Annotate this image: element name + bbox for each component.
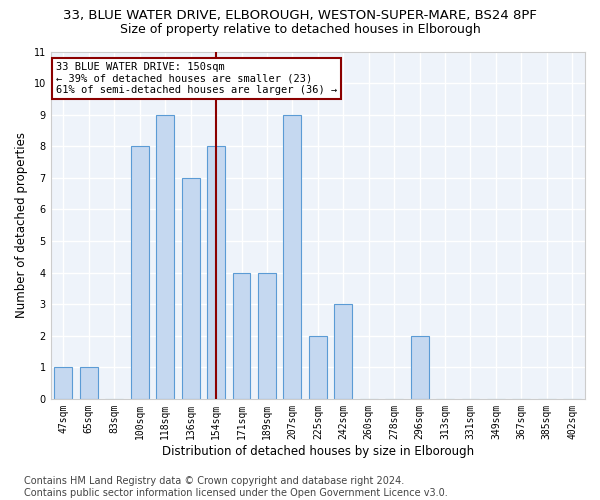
Bar (309, 336, 327, 399)
Bar (411, 336, 428, 399)
Bar (283, 114, 301, 399)
Bar (156, 114, 174, 399)
Bar (55, 368, 72, 399)
Bar (334, 304, 352, 399)
Bar (131, 146, 149, 399)
Bar (182, 178, 200, 399)
Text: Contains HM Land Registry data © Crown copyright and database right 2024.
Contai: Contains HM Land Registry data © Crown c… (24, 476, 448, 498)
Bar (258, 272, 276, 399)
Text: 33 BLUE WATER DRIVE: 150sqm
← 39% of detached houses are smaller (23)
61% of sem: 33 BLUE WATER DRIVE: 150sqm ← 39% of det… (56, 62, 337, 95)
Text: Size of property relative to detached houses in Elborough: Size of property relative to detached ho… (119, 22, 481, 36)
Bar (207, 146, 225, 399)
Y-axis label: Number of detached properties: Number of detached properties (15, 132, 28, 318)
Bar (80, 368, 98, 399)
Bar (233, 272, 250, 399)
Text: 33, BLUE WATER DRIVE, ELBOROUGH, WESTON-SUPER-MARE, BS24 8PF: 33, BLUE WATER DRIVE, ELBOROUGH, WESTON-… (63, 9, 537, 22)
X-axis label: Distribution of detached houses by size in Elborough: Distribution of detached houses by size … (162, 444, 474, 458)
